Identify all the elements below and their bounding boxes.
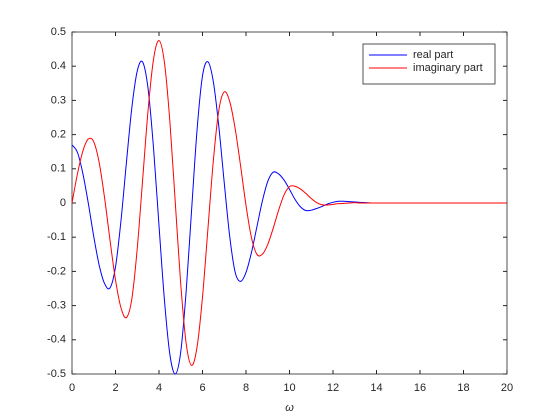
- legend-label: imaginary part: [413, 62, 483, 74]
- x-tick-label: 10: [283, 382, 295, 394]
- x-tick-label: 0: [69, 382, 75, 394]
- y-tick-label: 0: [60, 197, 66, 209]
- x-tick-label: 4: [156, 382, 162, 394]
- y-tick-label: -0.1: [47, 231, 66, 243]
- y-tick-label: -0.3: [47, 300, 66, 312]
- y-tick-label: 0.3: [51, 94, 66, 106]
- x-tick-label: 16: [414, 382, 426, 394]
- y-tick-label: -0.5: [47, 368, 66, 380]
- x-tick-label: 14: [370, 382, 382, 394]
- x-tick-label: 6: [199, 382, 205, 394]
- y-tick-label: 0.2: [51, 129, 66, 141]
- legend-label: real part: [413, 49, 453, 61]
- y-tick-label: 0.5: [51, 26, 66, 38]
- y-tick-label: 0.1: [51, 163, 66, 175]
- y-tick-label: 0.4: [51, 60, 66, 72]
- x-tick-label: 8: [243, 382, 249, 394]
- x-tick-label: 18: [457, 382, 469, 394]
- series-line: [71, 60, 507, 375]
- y-tick-label: -0.4: [47, 334, 66, 346]
- series-line: [71, 40, 507, 366]
- x-tick-label: 2: [112, 382, 118, 394]
- x-axis-label: ω: [285, 402, 294, 414]
- x-tick-label: 12: [327, 382, 339, 394]
- x-tick-label: 20: [501, 382, 513, 394]
- legend-box: [362, 43, 496, 85]
- y-tick-label: -0.2: [47, 265, 66, 277]
